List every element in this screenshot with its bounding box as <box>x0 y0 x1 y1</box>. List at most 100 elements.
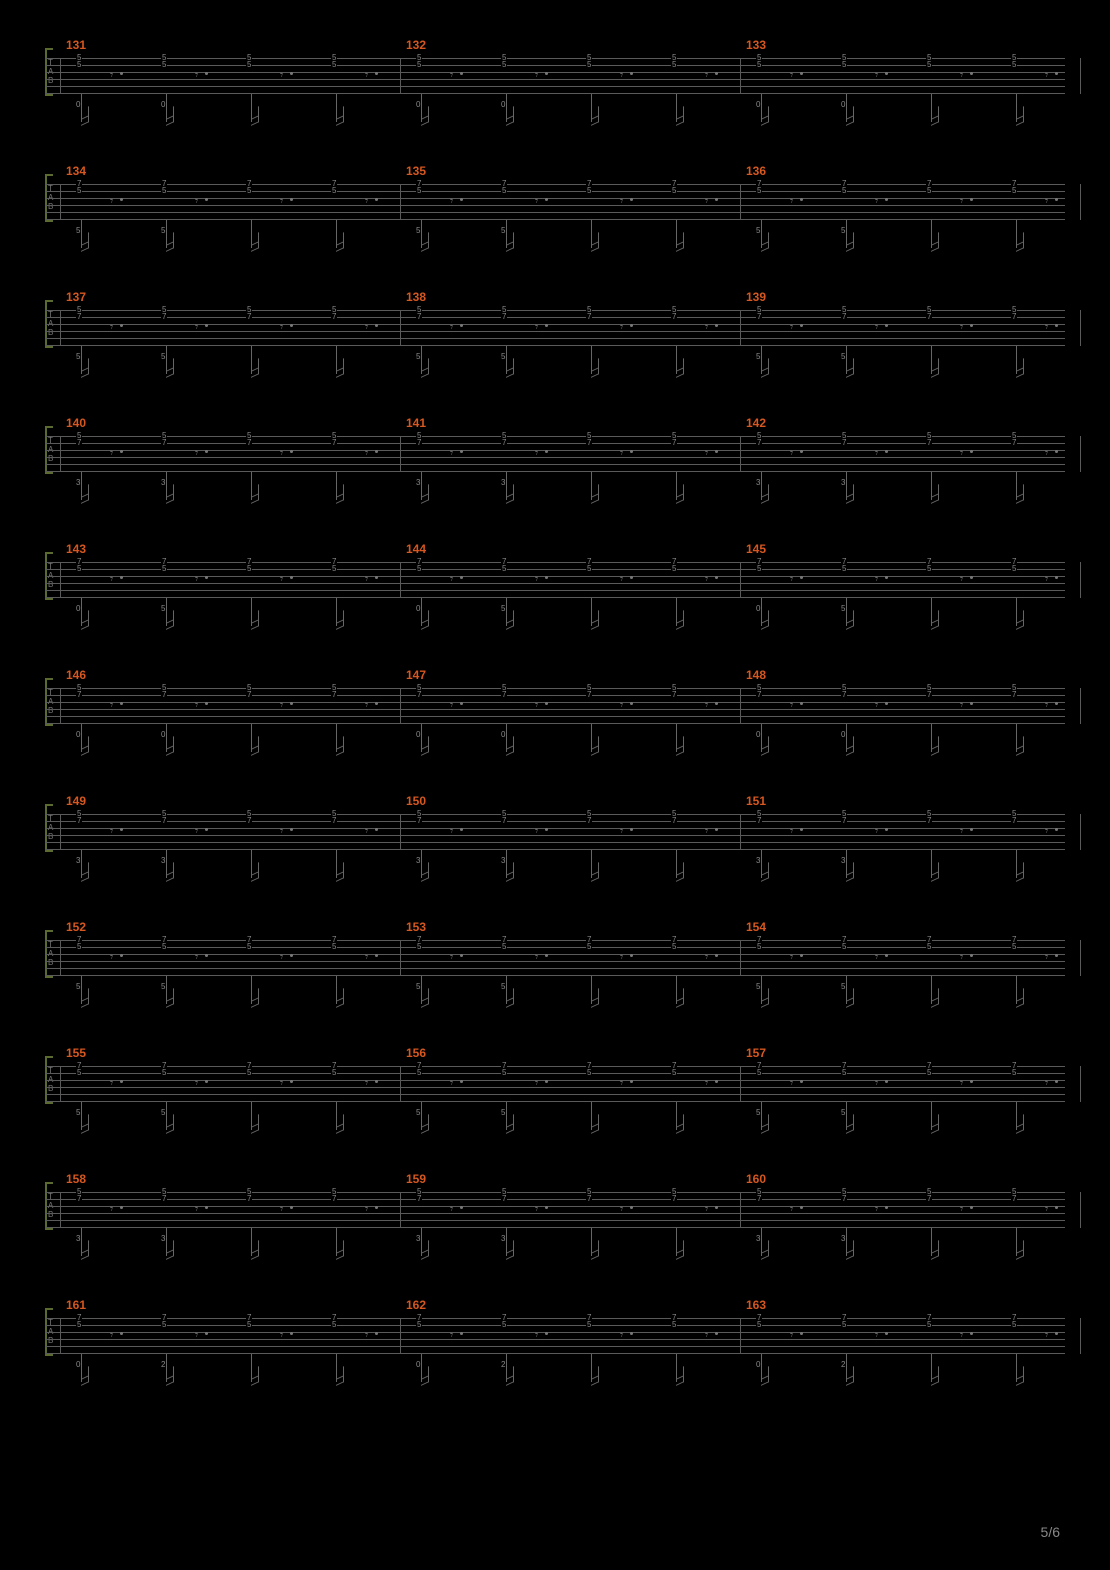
rest-dot <box>545 324 548 327</box>
rest-dot <box>205 324 208 327</box>
bar-number: 162 <box>406 1298 426 1312</box>
fret-number: 5 <box>331 61 337 68</box>
rest-glyph: 𝄾 <box>450 1076 453 1091</box>
staff-line <box>45 338 1065 339</box>
rest-dot <box>460 1206 463 1209</box>
rest-dot <box>120 1206 123 1209</box>
staff-line <box>45 65 1065 66</box>
rest-dot <box>290 324 293 327</box>
rest-dot <box>800 324 803 327</box>
barline <box>60 436 61 472</box>
rest-dot <box>545 198 548 201</box>
fret-number: 5 <box>331 187 337 194</box>
fret-number: 5 <box>756 943 762 950</box>
fret-number: 5 <box>756 1069 762 1076</box>
fret-number: 5 <box>76 943 82 950</box>
rest-glyph: 𝄾 <box>450 950 453 965</box>
fret-number: 7 <box>1011 817 1017 824</box>
staff-line <box>45 1066 1065 1067</box>
rest-glyph: 𝄾 <box>960 68 963 83</box>
rest-dot <box>545 450 548 453</box>
staff-line <box>45 947 1065 948</box>
fret-number: 5 <box>1011 943 1017 950</box>
rest-dot <box>545 576 548 579</box>
barline <box>60 58 61 94</box>
fret-number: 5 <box>76 1321 82 1328</box>
bar-number: 153 <box>406 920 426 934</box>
rest-dot <box>460 72 463 75</box>
rest-glyph: 𝄾 <box>195 1328 198 1343</box>
barline <box>400 436 401 472</box>
barline <box>740 58 741 94</box>
staff-line <box>45 569 1065 570</box>
staff-line <box>45 219 1065 220</box>
barline <box>740 436 741 472</box>
fret-number: 7 <box>926 313 932 320</box>
rest-glyph: 𝄾 <box>960 950 963 965</box>
rest-glyph: 𝄾 <box>535 68 538 83</box>
rest-glyph: 𝄾 <box>620 320 623 335</box>
bar-number: 152 <box>66 920 86 934</box>
rest-dot <box>1055 324 1058 327</box>
barline <box>740 1192 741 1228</box>
rest-glyph: 𝄾 <box>875 68 878 83</box>
rest-dot <box>290 1332 293 1335</box>
rest-glyph: 𝄾 <box>790 824 793 839</box>
rest-glyph: 𝄾 <box>705 1076 708 1091</box>
bar-number: 145 <box>746 542 766 556</box>
rest-dot <box>1055 1332 1058 1335</box>
fret-number: 5 <box>671 1069 677 1076</box>
rest-glyph: 𝄾 <box>790 68 793 83</box>
rest-dot <box>375 1080 378 1083</box>
rest-dot <box>545 1080 548 1083</box>
rest-dot <box>970 954 973 957</box>
rest-dot <box>970 702 973 705</box>
fret-number: 7 <box>671 439 677 446</box>
barline <box>400 1318 401 1354</box>
fret-number: 5 <box>76 565 82 572</box>
fret-number: 7 <box>76 439 82 446</box>
barline <box>740 1066 741 1102</box>
fret-number: 7 <box>76 691 82 698</box>
rest-glyph: 𝄾 <box>875 194 878 209</box>
staff-line <box>45 1199 1065 1200</box>
rest-glyph: 𝄾 <box>450 824 453 839</box>
rest-dot <box>290 576 293 579</box>
fret-number: 7 <box>161 817 167 824</box>
rest-dot <box>545 954 548 957</box>
rest-glyph: 𝄾 <box>875 446 878 461</box>
fret-number: 7 <box>756 313 762 320</box>
fret-number: 7 <box>926 817 932 824</box>
bar-number: 143 <box>66 542 86 556</box>
rest-glyph: 𝄾 <box>790 194 793 209</box>
rest-dot <box>630 954 633 957</box>
rest-dot <box>290 72 293 75</box>
rest-dot <box>715 702 718 705</box>
rest-glyph: 𝄾 <box>1045 824 1048 839</box>
rest-dot <box>290 1206 293 1209</box>
rest-dot <box>630 1080 633 1083</box>
staff-line <box>45 1318 1065 1319</box>
rest-dot <box>375 324 378 327</box>
rest-glyph: 𝄾 <box>960 1202 963 1217</box>
rest-glyph: 𝄾 <box>280 698 283 713</box>
barline <box>60 688 61 724</box>
fret-number: 7 <box>416 439 422 446</box>
fret-number: 5 <box>416 565 422 572</box>
staff-line <box>45 86 1065 87</box>
rest-glyph: 𝄾 <box>280 320 283 335</box>
rest-dot <box>800 576 803 579</box>
barline <box>60 1192 61 1228</box>
rest-glyph: 𝄾 <box>195 950 198 965</box>
fret-number: 7 <box>76 313 82 320</box>
rest-glyph: 𝄾 <box>875 1076 878 1091</box>
bar-number: 154 <box>746 920 766 934</box>
staff-line <box>45 968 1065 969</box>
fret-number: 7 <box>501 313 507 320</box>
fret-number: 7 <box>246 439 252 446</box>
rest-glyph: 𝄾 <box>705 1202 708 1217</box>
fret-number: 5 <box>501 1321 507 1328</box>
rest-glyph: 𝄾 <box>365 320 368 335</box>
barline <box>740 562 741 598</box>
staff-line <box>45 849 1065 850</box>
